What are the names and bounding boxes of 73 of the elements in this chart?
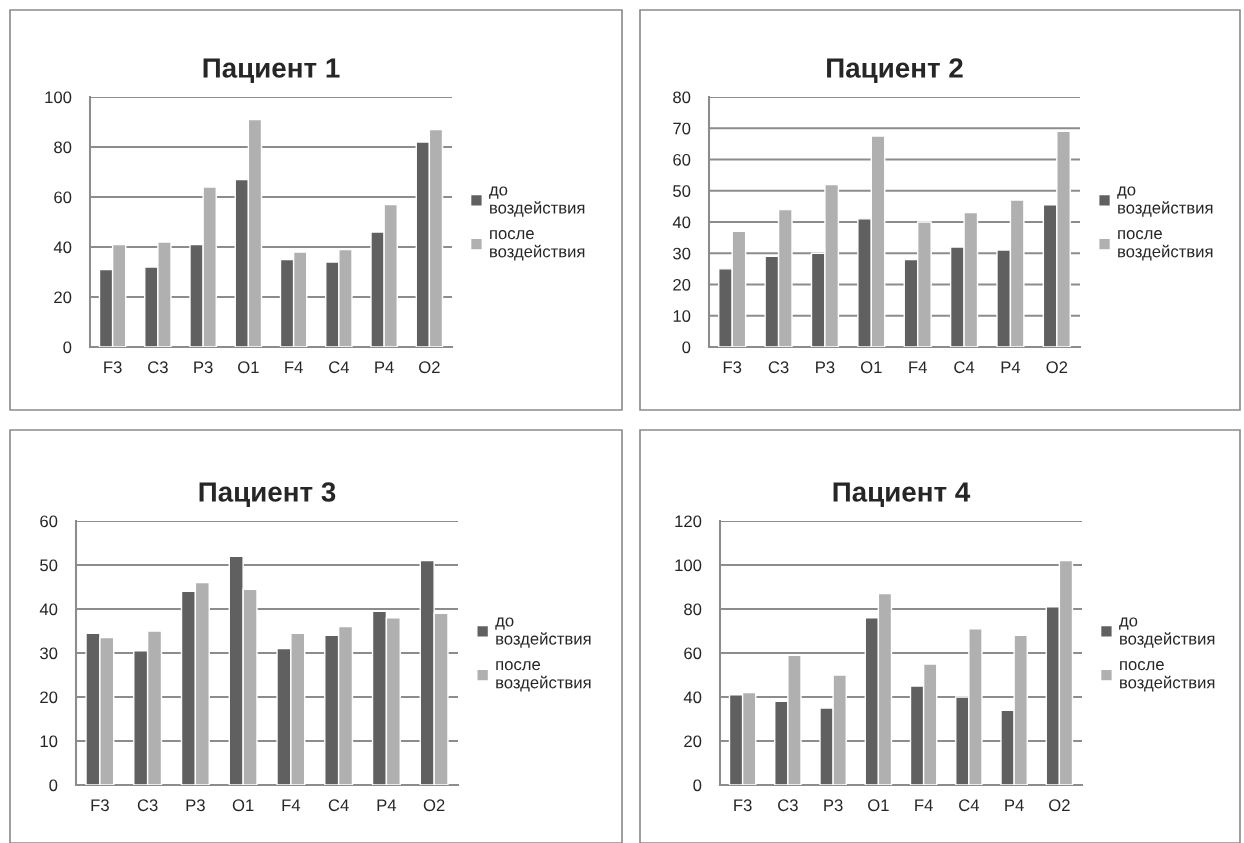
x-tick-label: C3 — [137, 799, 158, 812]
y-tick-label: 20 — [54, 291, 72, 304]
y-tick-label: 40 — [672, 216, 691, 229]
legend-label: до воздействия — [1119, 617, 1215, 648]
x-tick-label: O1 — [860, 361, 882, 374]
chart-title: Пациент 2 — [827, 58, 963, 84]
x-tick-label: O2 — [423, 799, 445, 812]
y-tick-label: 20 — [673, 278, 691, 291]
x-tick-label: P3 — [194, 361, 213, 374]
x-tick-label: O2 — [1046, 361, 1068, 374]
y-tick-label: 30 — [40, 647, 58, 660]
x-tick-label: F3 — [104, 361, 122, 374]
x-tick-label: C4 — [959, 799, 980, 812]
y-tick-label: 30 — [673, 247, 691, 260]
x-tick-label: P4 — [1005, 799, 1024, 811]
x-tick-label: F3 — [734, 799, 752, 812]
y-tick-label: 80 — [684, 603, 702, 616]
x-tick-label: P3 — [824, 799, 843, 812]
y-tick-label: 70 — [673, 122, 691, 135]
legend-label: после воздействия — [490, 230, 585, 261]
x-tick-label: O1 — [238, 361, 259, 374]
x-tick-label: P3 — [186, 799, 205, 812]
y-tick-label: 60 — [40, 515, 58, 528]
y-tick-label: 20 — [684, 735, 702, 748]
x-tick-label: C4 — [329, 361, 350, 374]
y-tick-label: 60 — [684, 647, 702, 660]
y-tick-label: 20 — [40, 691, 58, 704]
y-tick-label: 40 — [683, 691, 702, 704]
y-tick-label: 50 — [673, 185, 691, 197]
y-tick-label: 10 — [673, 310, 691, 322]
y-tick-label: 100 — [45, 91, 72, 104]
y-tick-label: 50 — [40, 559, 58, 572]
x-tick-label: P4 — [375, 361, 394, 373]
x-tick-label: P3 — [816, 361, 835, 374]
x-tick-label: F3 — [723, 361, 742, 374]
chart-title: Пациент 4 — [833, 482, 971, 508]
y-tick-label: 60 — [54, 191, 72, 204]
legend-label: после воздействия — [496, 661, 591, 692]
x-tick-label: O2 — [419, 361, 440, 374]
x-tick-label: F4 — [915, 799, 933, 811]
y-tick-label: 40 — [39, 603, 58, 616]
legend-label: после воздействия — [1120, 661, 1215, 692]
x-tick-label: C3 — [778, 799, 798, 812]
y-tick-label: 0 — [682, 341, 691, 354]
x-tick-label: O2 — [1049, 799, 1070, 812]
legend-label: до воздействия — [495, 617, 591, 648]
x-tick-label: F4 — [285, 361, 303, 373]
y-tick-label: 10 — [40, 735, 58, 748]
x-tick-label: O1 — [232, 799, 254, 812]
y-tick-label: 120 — [675, 515, 702, 528]
y-tick-label: 100 — [675, 559, 702, 572]
x-tick-label: F4 — [282, 799, 301, 811]
y-tick-label: 80 — [673, 91, 691, 104]
chart-title: Пациент 3 — [199, 482, 336, 508]
x-tick-label: C3 — [148, 361, 168, 374]
x-tick-label: C4 — [328, 799, 349, 812]
y-tick-label: 40 — [53, 241, 72, 254]
y-tick-label: 0 — [49, 779, 58, 792]
x-tick-label: O1 — [868, 799, 889, 812]
x-tick-label: C4 — [954, 361, 975, 374]
x-tick-label: F3 — [91, 799, 109, 812]
legend-label: до воздействия — [489, 186, 585, 217]
x-tick-label: P4 — [377, 799, 397, 811]
legend-label: после воздействия — [1118, 230, 1213, 261]
chart-title: Пациент 1 — [203, 58, 340, 84]
y-tick-label: 80 — [54, 141, 72, 154]
legend-label: до воздействия — [1117, 186, 1213, 217]
y-tick-label: 60 — [673, 153, 691, 166]
y-tick-label: 0 — [693, 779, 702, 792]
y-tick-label: 0 — [63, 341, 72, 354]
x-tick-label: C3 — [768, 361, 789, 374]
x-tick-label: F4 — [909, 361, 927, 373]
x-tick-label: P4 — [1001, 361, 1021, 373]
